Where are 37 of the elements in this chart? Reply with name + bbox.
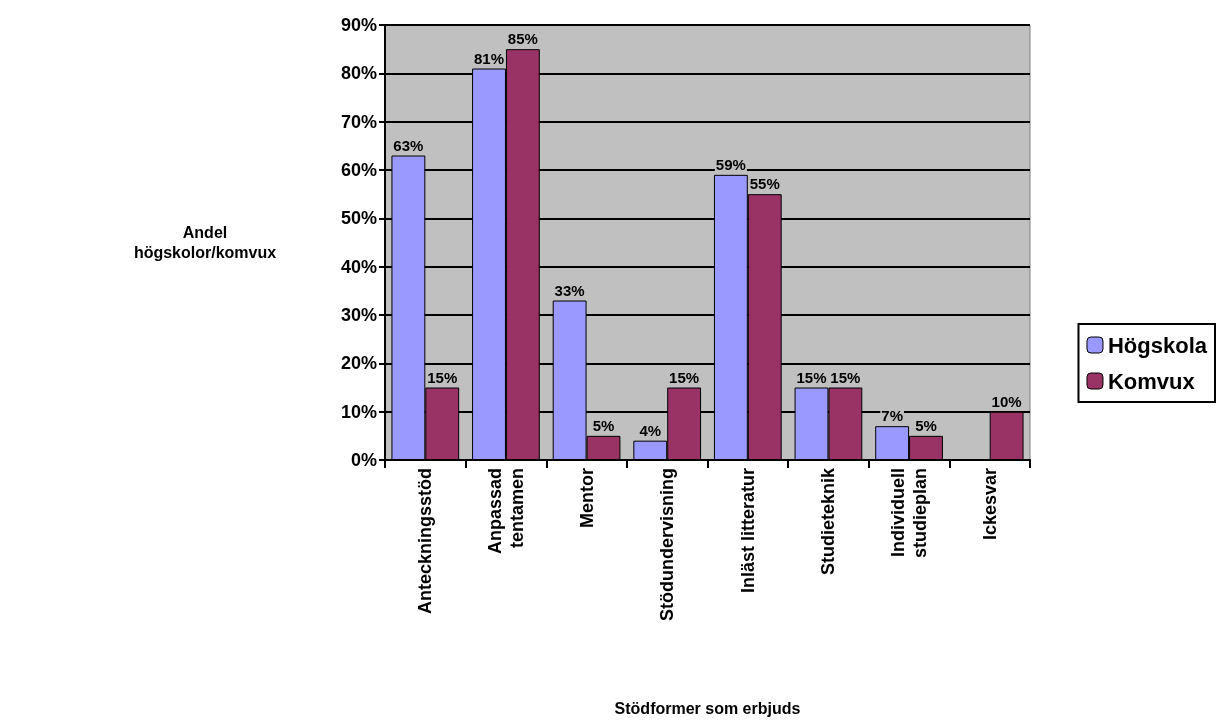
y-tick-label: 80% bbox=[340, 63, 377, 84]
y-tick-label: 30% bbox=[340, 305, 377, 325]
data-label: 63% bbox=[393, 136, 424, 154]
x-tick-label: Studieteknik bbox=[818, 467, 839, 576]
data-label: 81% bbox=[473, 49, 505, 67]
legend-label: Högskola bbox=[1107, 332, 1208, 358]
x-tick-label: Individuell studieplan bbox=[888, 468, 931, 559]
x-axis-title: Stödformer som erbjuds bbox=[614, 699, 801, 717]
y-tick-label: 20% bbox=[340, 353, 377, 374]
data-label: 85% bbox=[507, 30, 538, 48]
y-tick-label: 60% bbox=[340, 160, 377, 180]
x-tick-label: Mentor bbox=[576, 468, 597, 528]
y-tick-label: 0% bbox=[350, 450, 377, 470]
x-tick-label: Inläst litteratur bbox=[737, 468, 758, 594]
x-tick-label: Stödundervisning bbox=[657, 468, 678, 621]
y-tick-label: 50% bbox=[340, 208, 377, 229]
data-label: 33% bbox=[554, 281, 585, 299]
legend-label: Komvux bbox=[1107, 368, 1196, 394]
data-label: 5% bbox=[915, 416, 937, 434]
y-tick-label: 70% bbox=[340, 111, 377, 132]
data-label: 55% bbox=[749, 175, 780, 193]
data-label: 5% bbox=[592, 416, 615, 434]
data-label: 4% bbox=[639, 421, 662, 439]
x-tick-label: Anpassad tentamen bbox=[484, 468, 527, 555]
data-label: 15% bbox=[796, 368, 827, 386]
data-label: 59% bbox=[715, 155, 746, 173]
data-label: 7% bbox=[881, 407, 903, 425]
y-tick-label: 90% bbox=[340, 15, 377, 35]
data-label: 15% bbox=[669, 368, 700, 386]
x-tick-label: Anteckningsstöd bbox=[415, 468, 436, 615]
y-axis-title: Andel högskolor/komvux bbox=[133, 224, 277, 261]
y-tick-label: 40% bbox=[340, 256, 377, 277]
y-tick-label: 10% bbox=[340, 401, 377, 422]
data-label: 15% bbox=[830, 368, 861, 386]
data-label: 10% bbox=[991, 392, 1022, 410]
data-label: 15% bbox=[427, 368, 458, 386]
x-tick-label: Ickesvar bbox=[979, 468, 1000, 541]
